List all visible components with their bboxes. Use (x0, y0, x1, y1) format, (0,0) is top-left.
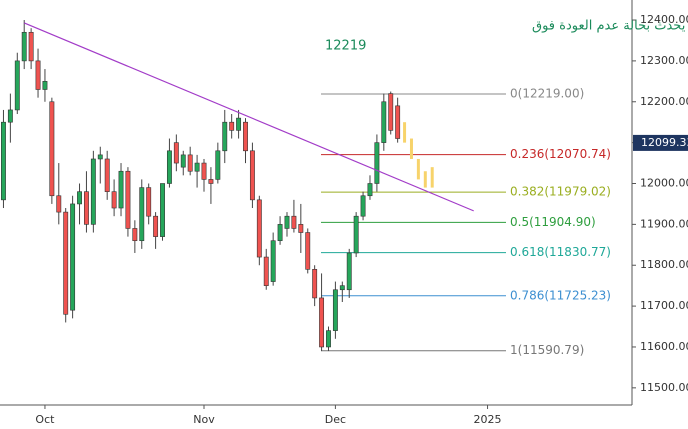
candle-body (263, 256, 269, 286)
candle-body (236, 117, 242, 131)
fib-label: 0(12219.00) (510, 86, 584, 100)
candle-body (381, 101, 387, 143)
candle-body (222, 121, 228, 152)
candle-body (111, 191, 117, 209)
candle-body (104, 158, 110, 192)
candle-body (166, 150, 172, 184)
candle-body (326, 330, 331, 348)
candle-body (56, 195, 62, 213)
candle-body (388, 93, 394, 131)
candle-body (353, 215, 359, 254)
candle-body (249, 150, 255, 201)
x-tick-label: Nov (193, 413, 215, 426)
candle-body (215, 150, 221, 180)
x-tick-label: Dec (325, 413, 346, 426)
candle-body (28, 31, 34, 62)
y-tick-label: 12200.00 (640, 95, 688, 108)
trendline (23, 22, 474, 212)
candle-body (291, 215, 297, 229)
y-tick-label: 11600.00 (640, 340, 688, 353)
candle-body (14, 60, 20, 111)
annotation: سيناريو قد يحدث بحالة عدم العودة فوق (532, 19, 688, 34)
candle-body (146, 187, 152, 217)
fib-label: 1(11590.79) (510, 343, 584, 357)
y-tick-label: 11700.00 (640, 299, 688, 312)
candle-body (1, 121, 6, 201)
candle-body (173, 142, 179, 164)
y-tick-label: 11900.00 (640, 217, 688, 230)
candle-body (21, 31, 27, 62)
candle-body (70, 203, 76, 311)
candle-body (332, 289, 338, 331)
fib-label: 0.786(11725.23) (510, 288, 611, 302)
candle-body (160, 183, 165, 237)
candle-body (7, 109, 13, 123)
candle-body (77, 191, 82, 205)
candle-body (35, 60, 41, 90)
candle-body (180, 154, 186, 168)
candle-body (367, 183, 373, 197)
candle-body (139, 187, 145, 242)
candle-body (83, 191, 89, 225)
y-tick-label: 12000.00 (640, 176, 688, 189)
x-tick-label: Oct (35, 413, 55, 426)
candle-body (63, 211, 69, 315)
candle-body (256, 199, 262, 258)
candle-body (360, 195, 366, 217)
candle-body (208, 179, 214, 184)
candle-body (346, 252, 352, 291)
annotation: 12219 (325, 39, 366, 54)
last-price-box (633, 134, 688, 151)
candle-body (298, 224, 304, 233)
y-tick-label: 12400.00 (640, 13, 688, 26)
candle-body (201, 162, 207, 180)
candle-body (132, 228, 138, 242)
candle-body (97, 154, 103, 160)
candle-body (194, 162, 200, 172)
candle-body (229, 121, 235, 131)
candle-body (319, 297, 325, 348)
candle-body (339, 285, 345, 291)
fib-label: 0.382(11979.02) (510, 185, 611, 199)
candle-body (277, 224, 283, 242)
x-tick-label: 2025 (474, 413, 502, 426)
last-price-label: 12099.33 (641, 136, 688, 149)
candle-body (395, 105, 401, 139)
candle-body (90, 158, 96, 225)
candle-body (187, 154, 193, 172)
candle-body (270, 240, 276, 282)
candle-body (153, 215, 159, 237)
candle-body (118, 170, 124, 209)
candle-body (374, 142, 380, 184)
candle-body (125, 170, 131, 229)
fib-label: 0.5(11904.90) (510, 215, 596, 229)
candle-body (284, 215, 290, 229)
y-tick-label: 11800.00 (640, 258, 688, 271)
y-tick-label: 12300.00 (640, 54, 688, 67)
candle-body (305, 232, 311, 270)
candle-body (312, 269, 318, 299)
candle-body (49, 101, 55, 197)
fib-label: 0.236(12070.74) (510, 147, 611, 161)
candle-body (243, 121, 248, 152)
candle-body (42, 81, 48, 90)
fib-label: 0.618(11830.77) (510, 245, 611, 259)
y-tick-label: 11500.00 (640, 381, 688, 394)
